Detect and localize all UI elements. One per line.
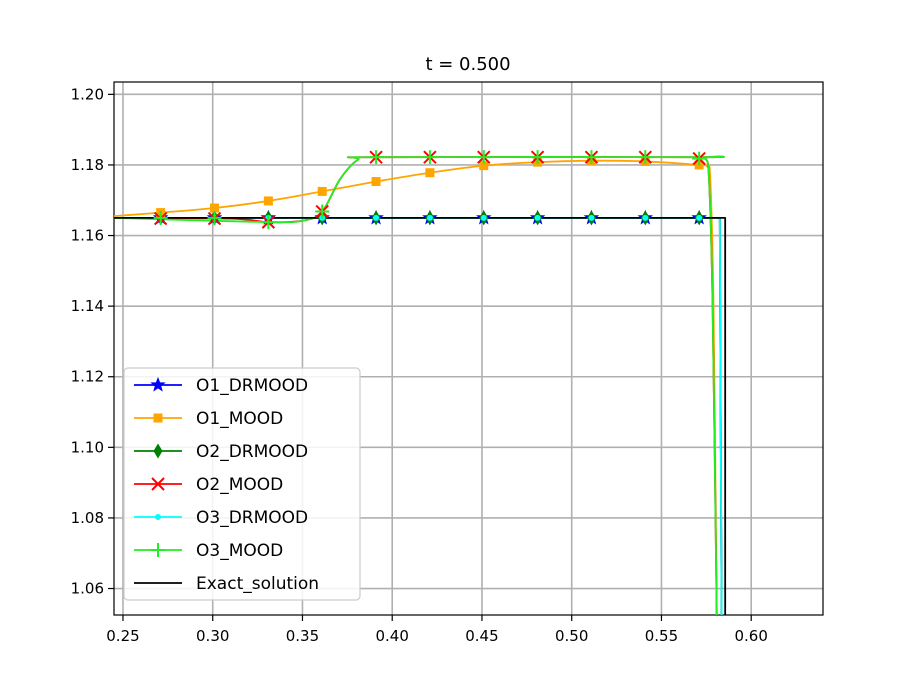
legend: O1_DRMOOD O1_MOOD O2_DRMOOD O2_MOOD O3_DRMOO… <box>123 367 361 601</box>
legend-label: O3_MOOD <box>196 541 283 561</box>
data-point <box>369 150 384 165</box>
data-point <box>317 186 327 196</box>
data-point <box>153 210 168 225</box>
x-tick-label: 0.40 <box>376 627 409 645</box>
x-tick-label: 0.35 <box>286 627 319 645</box>
data-point <box>479 161 489 171</box>
y-tick-label: 1.18 <box>71 156 104 174</box>
legend-label: O3_DRMOOD <box>196 508 308 528</box>
data-point <box>638 150 653 165</box>
x-tick-label: 0.55 <box>645 627 678 645</box>
y-tick-label: 1.20 <box>71 85 104 103</box>
legend-marker <box>155 514 161 520</box>
data-point <box>530 150 545 165</box>
legend-marker <box>151 543 165 557</box>
legend-marker <box>150 376 166 392</box>
legend-label: O2_DRMOOD <box>196 442 308 462</box>
legend-marker <box>153 413 163 423</box>
legend-entry-exact-solution: Exact_solution <box>134 574 319 594</box>
x-tick-label: 0.60 <box>734 627 767 645</box>
x-tick-label: 0.45 <box>465 627 498 645</box>
data-point <box>315 204 330 219</box>
series-o1-mood <box>114 159 718 615</box>
legend-label: O1_MOOD <box>196 409 283 429</box>
data-point <box>426 214 433 221</box>
legend-entry-o1-drmood: O1_DRMOOD <box>134 376 308 396</box>
legend-entry-o2-mood: O2_MOOD <box>134 475 283 495</box>
data-point <box>480 214 487 221</box>
plot-area <box>114 150 727 615</box>
markers-o3-mood <box>153 150 707 230</box>
data-point <box>692 151 707 166</box>
legend-label: O2_MOOD <box>196 475 283 495</box>
plot-frame <box>113 81 824 616</box>
data-point <box>422 150 437 165</box>
data-point <box>584 150 599 165</box>
legend-marker <box>153 443 163 459</box>
axes: 0.25 0.30 0.35 0.40 0.45 0.50 0.55 0.60 1.06 1.08… <box>71 81 824 645</box>
data-point <box>588 214 595 221</box>
y-tick-label: 1.08 <box>71 509 104 527</box>
data-point <box>534 214 541 221</box>
y-tick-label: 1.06 <box>71 580 104 598</box>
series-line-o1-mood <box>114 159 718 615</box>
y-tick-label: 1.10 <box>71 438 104 456</box>
data-point <box>371 177 381 187</box>
data-point <box>263 196 273 206</box>
x-tick-label: 0.25 <box>106 627 139 645</box>
y-tick-label: 1.14 <box>71 297 104 315</box>
data-point <box>261 215 276 230</box>
data-point <box>642 214 649 221</box>
y-tick-label: 1.12 <box>71 368 104 386</box>
x-tick-label: 0.30 <box>196 627 229 645</box>
data-point <box>373 214 380 221</box>
data-point <box>207 210 222 225</box>
data-point <box>425 168 435 178</box>
legend-box <box>123 367 361 601</box>
chart-title: t = 0.500 <box>425 54 510 75</box>
y-tick-label: 1.16 <box>71 227 104 245</box>
data-point <box>210 203 220 213</box>
legend-entry-o3-drmood: O3_DRMOOD <box>134 508 308 528</box>
legend-entry-o2-drmood: O2_DRMOOD <box>134 442 308 462</box>
legend-entry-o3-mood: O3_MOOD <box>134 541 283 561</box>
legend-marker <box>151 477 165 491</box>
legend-label: O1_DRMOOD <box>196 376 308 396</box>
data-point <box>696 214 703 221</box>
x-tick-label: 0.50 <box>555 627 588 645</box>
data-point <box>476 150 491 165</box>
legend-label: Exact_solution <box>196 574 319 594</box>
legend-entry-o1-mood: O1_MOOD <box>134 409 283 429</box>
